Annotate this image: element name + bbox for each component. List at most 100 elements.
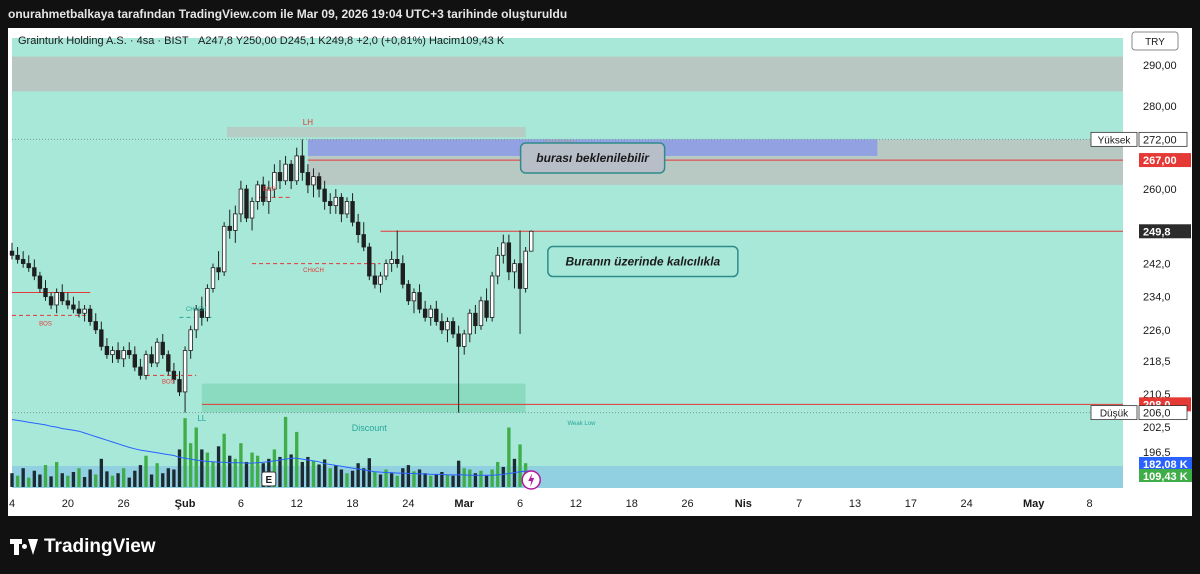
candle-body[interactable] xyxy=(383,263,389,277)
candle-body[interactable] xyxy=(255,184,260,202)
candle-body[interactable] xyxy=(121,350,126,360)
candle-body[interactable] xyxy=(529,230,534,252)
candle-body[interactable] xyxy=(462,333,467,347)
candle-body[interactable] xyxy=(328,201,333,207)
candle-body[interactable] xyxy=(395,259,400,264)
candle-body[interactable] xyxy=(199,308,205,318)
candle-body[interactable] xyxy=(171,370,177,380)
candle-body[interactable] xyxy=(523,250,528,289)
candle-body[interactable] xyxy=(71,304,76,310)
candle-body[interactable] xyxy=(177,379,182,393)
candle-body[interactable] xyxy=(517,263,523,289)
candle-body[interactable] xyxy=(339,196,344,215)
candle-body[interactable] xyxy=(115,350,121,360)
candle-body[interactable] xyxy=(450,321,456,335)
candle-body[interactable] xyxy=(26,263,31,269)
candle-body[interactable] xyxy=(283,163,288,182)
candle-body[interactable] xyxy=(316,176,322,190)
candle-body[interactable] xyxy=(322,188,327,202)
candle-body[interactable] xyxy=(93,321,98,331)
candle-body[interactable] xyxy=(473,312,478,327)
candle-body[interactable] xyxy=(406,283,411,302)
tradingview-brand[interactable]: TradingView xyxy=(10,536,156,558)
candle-body[interactable] xyxy=(227,225,232,231)
candle-body[interactable] xyxy=(495,254,500,277)
candle-body[interactable] xyxy=(266,188,272,202)
candle-body[interactable] xyxy=(37,275,43,289)
candle-body[interactable] xyxy=(149,354,154,364)
candle-body[interactable] xyxy=(439,321,445,331)
candle-body[interactable] xyxy=(76,308,82,314)
candle-body[interactable] xyxy=(478,300,484,327)
candle-body[interactable] xyxy=(350,201,355,223)
callout-box[interactable] xyxy=(519,142,666,174)
candle-body[interactable] xyxy=(160,341,165,356)
candle-body[interactable] xyxy=(110,350,115,356)
candle-body[interactable] xyxy=(361,234,366,248)
candle-body[interactable] xyxy=(188,329,193,351)
candle-body[interactable] xyxy=(305,172,311,186)
candle-body[interactable] xyxy=(333,196,338,207)
candle-body[interactable] xyxy=(411,292,417,302)
candle-body[interactable] xyxy=(221,225,227,273)
candle-body[interactable] xyxy=(355,221,361,235)
candle-body[interactable] xyxy=(272,172,277,190)
candle-body[interactable] xyxy=(400,263,405,285)
candle-body[interactable] xyxy=(445,321,450,331)
candle-body[interactable] xyxy=(378,275,383,285)
candle-body[interactable] xyxy=(512,263,517,273)
candlestick-chart[interactable]: LH LL BOS BOS BOS CHoCH CHoCH Discount Weak Low E… xyxy=(8,28,1192,516)
candle-body[interactable] xyxy=(99,329,104,347)
candle-body[interactable] xyxy=(372,275,378,285)
candle-body[interactable] xyxy=(32,267,37,277)
candle-body[interactable] xyxy=(244,188,249,219)
candle-body[interactable] xyxy=(43,288,48,298)
candle-body[interactable] xyxy=(417,292,422,310)
candle-body[interactable] xyxy=(277,172,283,182)
candle-body[interactable] xyxy=(194,308,199,331)
candle-body[interactable] xyxy=(20,259,26,264)
candle-body[interactable] xyxy=(65,300,71,306)
candle-body[interactable] xyxy=(501,242,506,256)
candle-body[interactable] xyxy=(216,267,221,273)
callout-box[interactable] xyxy=(547,245,739,278)
candle-body[interactable] xyxy=(489,275,495,318)
candle-body[interactable] xyxy=(182,350,188,393)
candle-body[interactable] xyxy=(389,259,394,264)
candle-body[interactable] xyxy=(210,267,216,289)
candle-body[interactable] xyxy=(9,250,15,256)
candle-body[interactable] xyxy=(154,341,160,364)
candle-body[interactable] xyxy=(428,308,433,318)
candle-body[interactable] xyxy=(434,308,439,322)
candle-body[interactable] xyxy=(294,155,299,182)
candle-body[interactable] xyxy=(300,155,305,173)
candle-body[interactable] xyxy=(60,292,65,302)
candle-body[interactable] xyxy=(456,333,461,347)
candle-body[interactable] xyxy=(143,354,149,376)
candle-body[interactable] xyxy=(249,201,255,219)
candle-body[interactable] xyxy=(506,242,512,273)
candle-body[interactable] xyxy=(344,201,350,215)
candle-body[interactable] xyxy=(311,176,316,186)
candle-body[interactable] xyxy=(15,254,20,260)
candle-body[interactable] xyxy=(138,366,143,376)
candle-body[interactable] xyxy=(54,292,59,306)
candle-body[interactable] xyxy=(48,296,54,306)
candle-body[interactable] xyxy=(104,345,110,356)
candle-body[interactable] xyxy=(467,312,472,335)
candle-body[interactable] xyxy=(233,213,238,231)
candle-body[interactable] xyxy=(367,246,372,277)
candle-body[interactable] xyxy=(87,308,93,322)
candle-body[interactable] xyxy=(166,354,171,372)
candle-body[interactable] xyxy=(127,350,132,356)
candle-body[interactable] xyxy=(261,184,266,202)
candle-body[interactable] xyxy=(205,288,210,318)
candle-body[interactable] xyxy=(238,188,244,215)
candle-body[interactable] xyxy=(484,300,489,318)
candle-body[interactable] xyxy=(288,163,294,182)
candle-body[interactable] xyxy=(82,308,87,314)
earnings-event-icon[interactable] xyxy=(261,471,277,487)
currency-button[interactable] xyxy=(1131,31,1179,51)
candle-body[interactable] xyxy=(422,308,428,318)
candle-body[interactable] xyxy=(132,354,138,368)
